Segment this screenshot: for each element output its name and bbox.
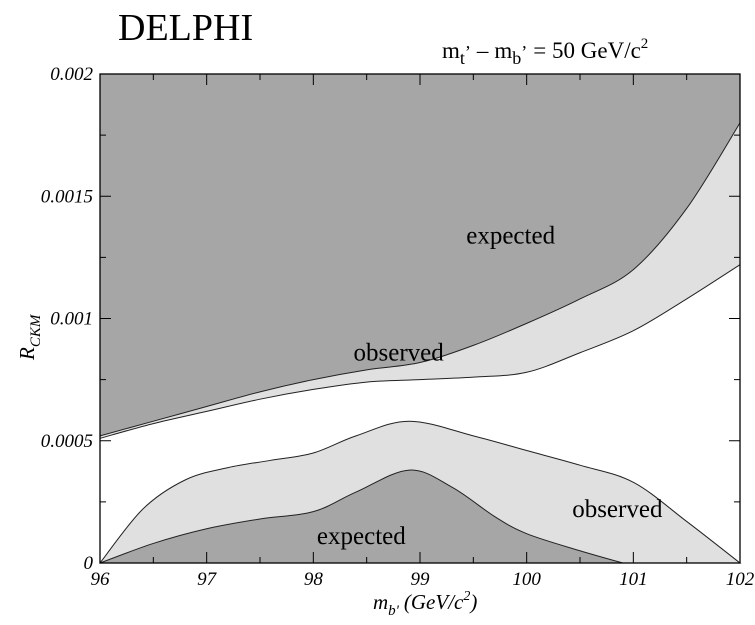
x-tick-label: 99 [411,569,431,590]
y-tick-label: 0.0015 [41,186,93,207]
lower-expected-excluded-region [99,469,623,564]
x-tick-label: 101 [619,569,648,590]
x-tick-label: 97 [197,569,218,590]
region-label-expected: expected [317,523,406,550]
y-tick-label: 0.0005 [41,431,93,452]
x-tick-label: 100 [512,569,541,590]
region-label-expected: expected [466,222,555,249]
y-tick-label: 0.002 [50,64,93,85]
y-tick-label: 0.001 [50,309,93,330]
chart-title: DELPHI [118,7,253,49]
x-tick-label: 98 [304,569,324,590]
x-axis-label: mb' (GeV/c2) [373,589,477,619]
upper-expected-excluded-region [99,73,741,437]
region-label-observed: observed [572,496,663,523]
mass-difference-annotation: mt’ – mb’ = 50 GeV/c2 [442,36,648,68]
plot-area [98,73,742,564]
y-axis-label: RCKM [15,313,44,361]
plot-frame [99,73,741,564]
x-tick-label: 102 [726,569,755,590]
x-tick-labels: 96 97 98 99 100 101 102 [91,569,755,590]
y-tick-label: 0 [84,553,94,574]
x-tick-label: 96 [91,569,111,590]
region-label-observed: observed [354,340,445,367]
y-tick-labels: 0 0.0005 0.001 0.0015 0.002 [41,64,94,574]
region-labels: expected observed observed expected [317,222,663,550]
